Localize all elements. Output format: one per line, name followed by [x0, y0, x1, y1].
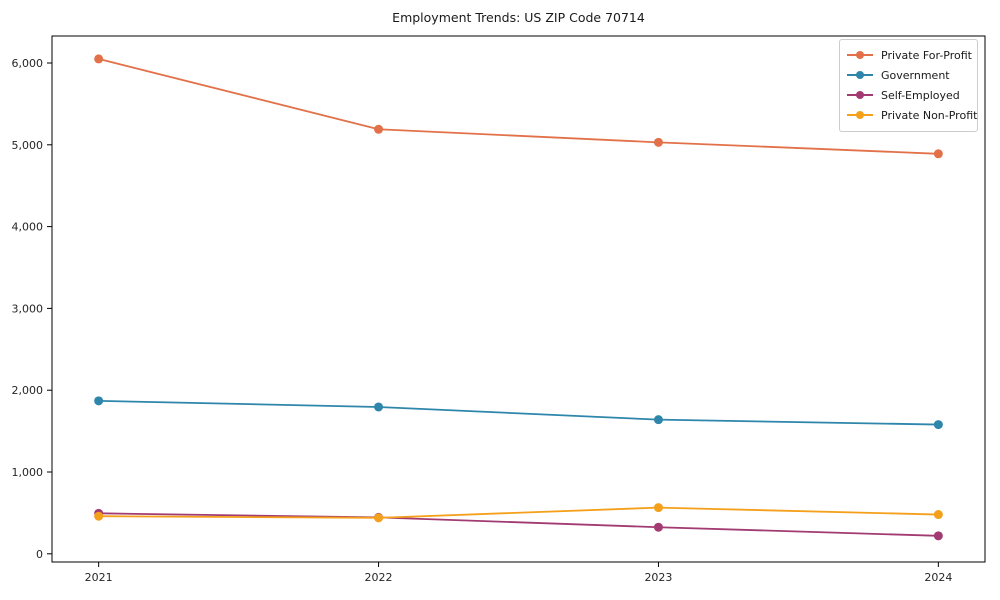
data-point	[933, 531, 943, 541]
series-line-private-non-profit	[98, 506, 939, 519]
series-line-self-employed	[98, 512, 939, 537]
y-tick-label: 1,000	[12, 466, 44, 479]
legend-label: Government	[881, 68, 950, 82]
y-tick-label: 5,000	[12, 139, 44, 152]
x-tick-label: 2022	[365, 571, 393, 584]
data-point	[94, 511, 104, 521]
legend-line-marker-sample	[847, 50, 873, 60]
data-point	[933, 510, 943, 520]
y-tick-label: 6,000	[12, 57, 44, 70]
legend: Private For-Profit Government Self-Emplo…	[839, 39, 978, 132]
data-point	[653, 415, 663, 425]
series-line-private-for-profit	[98, 58, 939, 155]
data-point	[653, 522, 663, 532]
chart-title: Employment Trends: US ZIP Code 70714	[392, 10, 645, 25]
axes-frame	[51, 35, 986, 563]
y-tick-label: 2,000	[12, 384, 44, 397]
legend-line-marker-sample	[847, 110, 873, 120]
data-point	[653, 137, 663, 147]
y-tick-label: 3,000	[12, 302, 44, 315]
series-line-government	[98, 399, 939, 426]
legend-label: Private For-Profit	[881, 48, 972, 62]
legend-line-marker-sample	[847, 90, 873, 100]
legend-item-private-non-profit: Private Non-Profit	[840, 105, 977, 125]
legend-line-marker-sample	[847, 70, 873, 80]
y-tick-label: 4,000	[12, 221, 44, 234]
x-tick-label: 2024	[924, 571, 952, 584]
data-point	[653, 503, 663, 513]
x-tick-label: 2021	[85, 571, 113, 584]
data-point	[94, 396, 104, 406]
y-tick-label: 0	[36, 548, 43, 561]
data-point	[933, 149, 943, 159]
data-point	[933, 420, 943, 430]
data-point	[374, 402, 384, 412]
x-tick-label: 2023	[644, 571, 672, 584]
data-point	[374, 124, 384, 134]
legend-label: Private Non-Profit	[881, 108, 978, 122]
legend-item-government: Government	[840, 65, 977, 85]
data-point	[374, 513, 384, 523]
legend-item-self-employed: Self-Employed	[840, 85, 977, 105]
data-point	[94, 54, 104, 64]
legend-label: Self-Employed	[881, 88, 960, 102]
legend-item-private-for-profit: Private For-Profit	[840, 45, 977, 65]
